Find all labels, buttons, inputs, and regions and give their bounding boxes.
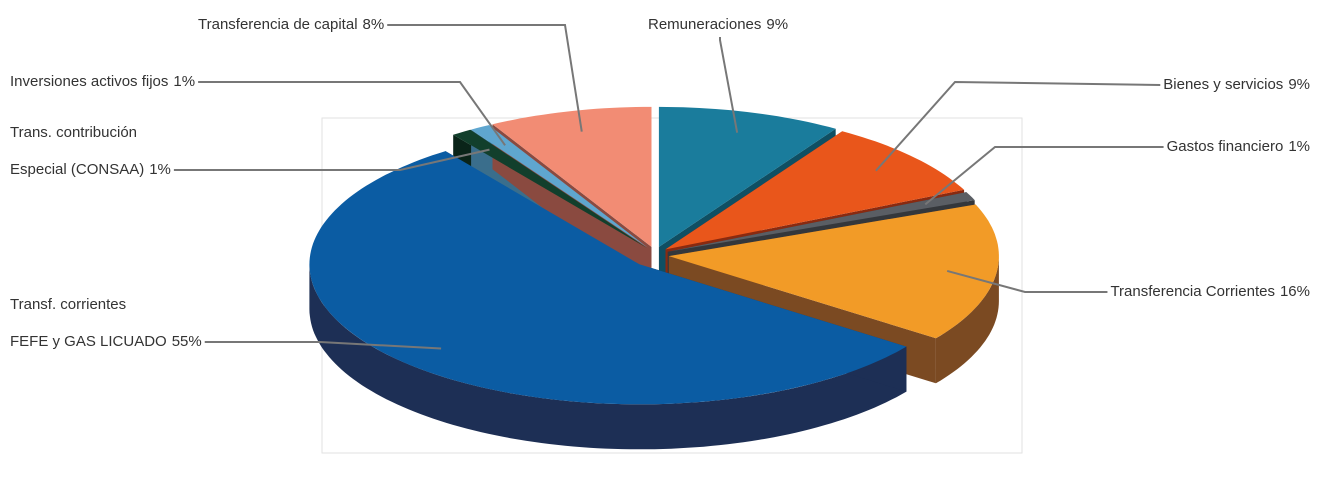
- slice-label: Transf. corrientes: [10, 296, 126, 313]
- pie-slice: [309, 151, 907, 405]
- pie-slice: [667, 192, 975, 252]
- slice-value-label: 9%: [1288, 76, 1310, 93]
- slice-value-label: 1%: [173, 73, 195, 90]
- slice-label: Bienes y servicios: [1163, 76, 1283, 93]
- slice-label: FEFE y GAS LICUADO: [10, 333, 167, 350]
- pie-slice: [665, 131, 965, 250]
- pie-slice: [492, 106, 652, 247]
- slice-label: Remuneraciones: [648, 16, 761, 33]
- slice-value-label: 1%: [1288, 138, 1310, 155]
- slice-label: Trans. contribución: [10, 124, 137, 141]
- slice-label: Especial (CONSAA): [10, 161, 144, 178]
- slice-value-label: 1%: [149, 161, 171, 178]
- slice-label: Gastos financiero: [1167, 138, 1284, 155]
- pie-slice: [453, 129, 648, 249]
- leader-line: [719, 37, 739, 133]
- leader-line: [173, 148, 490, 171]
- slice-label: Transferencia Corrientes: [1110, 283, 1275, 300]
- slice-value-label: 8%: [363, 16, 385, 33]
- leader-line: [204, 341, 442, 350]
- leader-line: [198, 81, 506, 146]
- leader-line: [387, 24, 583, 132]
- slice-value-label: 9%: [766, 16, 788, 33]
- leader-line: [875, 80, 1161, 172]
- slice-label: Transferencia de capital: [198, 16, 358, 33]
- slice-label: Inversiones activos fijos: [10, 73, 168, 90]
- leader-line: [946, 270, 1108, 293]
- pie-slice: [668, 204, 999, 339]
- pie-slice-side: [309, 264, 907, 450]
- slice-value-label: 16%: [1280, 283, 1310, 300]
- slice-value-label: 55%: [172, 333, 202, 350]
- leader-line: [924, 146, 1164, 206]
- pie: [309, 106, 999, 450]
- pie-slice: [471, 125, 648, 248]
- pie-slice-side: [935, 256, 999, 384]
- pie-slice: [658, 106, 836, 247]
